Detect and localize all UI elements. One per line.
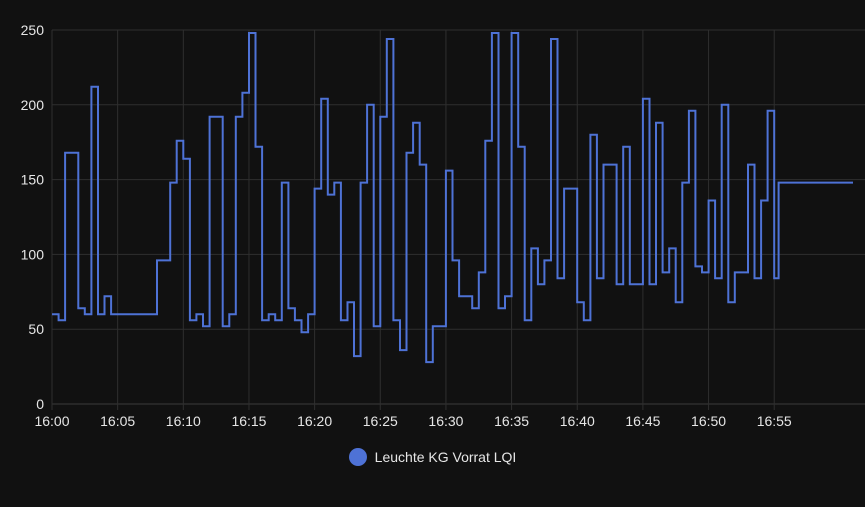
x-tick-label: 16:45	[625, 413, 660, 429]
x-tick-label: 16:35	[494, 413, 529, 429]
x-tick-label: 16:10	[166, 413, 201, 429]
y-tick-label: 0	[36, 396, 44, 412]
y-tick-label: 100	[21, 246, 45, 262]
y-tick-label: 50	[28, 321, 44, 337]
y-tick-label: 200	[21, 97, 45, 113]
series-line-leuchte-kg-vorrat-lqi	[52, 32, 853, 364]
chart-canvas: 0 50 100 150 200 250 16:00 16:05 16:10 16:15 16:20…	[21, 22, 865, 429]
x-tick-label: 16:20	[297, 413, 332, 429]
legend-label: Leuchte KG Vorrat LQI	[374, 449, 517, 465]
y-tick-label: 250	[21, 22, 45, 38]
x-tick-label: 16:40	[560, 413, 595, 429]
x-tick-label: 16:55	[757, 413, 792, 429]
legend-swatch	[348, 448, 367, 466]
x-tick-label: 16:15	[231, 413, 266, 429]
x-tick-label: 16:50	[691, 413, 726, 429]
x-tick-label: 16:00	[34, 413, 69, 429]
legend[interactable]: Leuchte KG Vorrat LQI	[0, 448, 865, 466]
y-tick-label: 150	[21, 172, 45, 188]
x-tick-label: 16:05	[100, 413, 135, 429]
x-tick-label: 16:25	[363, 413, 398, 429]
x-tick-label: 16:30	[428, 413, 463, 429]
